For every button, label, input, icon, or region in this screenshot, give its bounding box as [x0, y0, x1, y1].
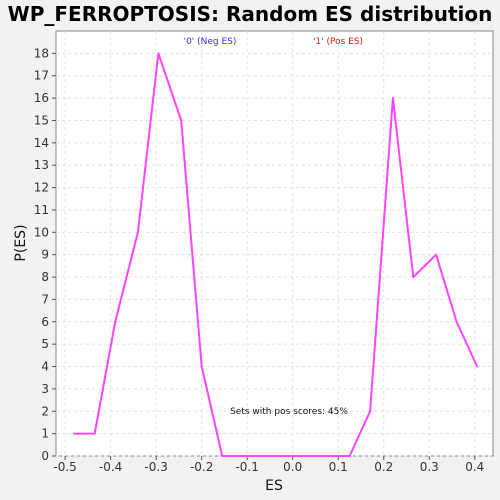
y-tick-label: 2 [41, 404, 49, 418]
data-point [264, 455, 267, 457]
data-point [348, 455, 351, 457]
x-tick-label: 0.3 [420, 460, 439, 474]
data-point [391, 97, 394, 100]
y-tick-label: 18 [34, 46, 49, 60]
data-point [284, 455, 287, 457]
data-point [180, 119, 183, 122]
x-axis: -0.5 -0.4 -0.3 -0.2 -0.1 0.0 0.1 0.2 0.3 0.4 [53, 456, 484, 474]
data-point [136, 231, 139, 234]
y-tick-label: 16 [34, 91, 49, 105]
x-tick-label: 0.1 [329, 460, 348, 474]
y-tick-label: 4 [41, 360, 49, 374]
data-point [73, 432, 76, 435]
y-tick-label: 12 [34, 181, 49, 195]
data-point [243, 455, 246, 457]
series-group [73, 52, 479, 457]
y-tick-label: 10 [34, 225, 49, 239]
legend-neg-es: '0' (Neg ES) [184, 37, 237, 47]
x-tick-label: -0.3 [144, 460, 167, 474]
data-point [93, 432, 96, 435]
x-tick-label: 0.2 [374, 460, 393, 474]
data-point [221, 455, 224, 457]
y-tick-label: 8 [41, 270, 49, 284]
x-tick-label: -0.5 [53, 460, 76, 474]
legend-pos-es: '1' (Pos ES) [313, 37, 363, 47]
y-tick-label: 13 [34, 158, 49, 172]
data-point [476, 365, 479, 368]
data-point [328, 455, 331, 457]
x-tick-label: 0.0 [283, 460, 302, 474]
y-tick-label: 7 [41, 292, 49, 306]
y-tick-label: 3 [41, 382, 49, 396]
y-tick-label: 0 [41, 449, 49, 463]
data-point [200, 365, 203, 368]
y-tick-label: 6 [41, 315, 49, 329]
y-tick-label: 5 [41, 337, 49, 351]
data-point [435, 253, 438, 256]
data-point [455, 320, 458, 323]
plot-area [55, 30, 494, 457]
pos-score-annotation: Sets with pos scores: 45% [230, 407, 348, 417]
y-tick-label: 1 [41, 427, 49, 441]
chart-title: WP_FERROPTOSIS: Random ES distribution [7, 2, 493, 26]
data-point [305, 455, 308, 457]
y-tick-label: 15 [34, 113, 49, 127]
data-point [369, 410, 372, 413]
data-point [412, 276, 415, 279]
x-tick-label: -0.1 [235, 460, 258, 474]
x-axis-label: ES [265, 478, 283, 494]
series-line [74, 52, 479, 457]
y-tick-label: 11 [34, 203, 49, 217]
x-tick-label: 0.4 [465, 460, 484, 474]
y-tick-label: 9 [41, 248, 49, 262]
x-tick-label: -0.2 [190, 460, 213, 474]
data-point [157, 52, 160, 55]
y-axis-label: P(ES) [13, 224, 29, 261]
x-tick-label: -0.4 [99, 460, 122, 474]
y-tick-label: 14 [34, 136, 49, 150]
y-tick-label: 17 [34, 69, 49, 83]
data-point [114, 320, 117, 323]
